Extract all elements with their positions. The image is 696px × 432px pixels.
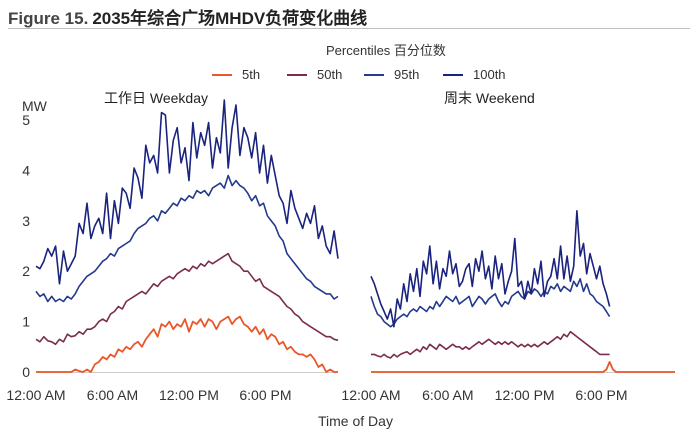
legend-label-p5: 5th: [242, 67, 260, 82]
x-tick-label: 6:00 AM: [422, 387, 473, 403]
legend: 5th 50th 95th 100th: [212, 67, 506, 82]
x-tick-label: 12:00 AM: [6, 387, 65, 403]
y-axis: 0 1 2 3 4 5: [22, 112, 30, 380]
x-tick-label: 12:00 AM: [341, 387, 400, 403]
y-tick-label: 0: [22, 364, 30, 380]
panel-weekend: 12:00 AM 6:00 AM 12:00 PM 6:00 PM: [341, 210, 675, 403]
title-divider: [8, 28, 690, 29]
y-tick-label: 4: [22, 162, 30, 178]
y-tick-label: 1: [22, 314, 30, 330]
series-line-p50-weekday: [35, 252, 339, 346]
series-line-p50-weekend: [371, 330, 610, 359]
y-tick-label: 2: [22, 263, 30, 279]
series-line-p5-weekend: [371, 360, 675, 373]
x-tick-label: 6:00 PM: [239, 387, 291, 403]
legend-label-p100: 100th: [473, 67, 506, 82]
x-axis-title: Time of Day: [318, 413, 393, 429]
x-tick-label: 12:00 PM: [159, 387, 219, 403]
figure-label: Figure 15.: [8, 9, 89, 28]
x-tick-label: 12:00 PM: [495, 387, 555, 403]
y-tick-label: 5: [22, 112, 30, 128]
panel-title-weekday: 工作日 Weekday: [104, 90, 208, 106]
x-tick-label: 6:00 AM: [87, 387, 138, 403]
y-axis-unit: MW: [22, 98, 48, 114]
legend-title: Percentiles 百分位数: [326, 43, 446, 58]
figure-title: Figure 15. 2035年综合广场MHDV负荷变化曲线: [8, 4, 367, 29]
series-line-p95-weekday: [35, 174, 339, 303]
legend-label-p50: 50th: [317, 67, 342, 82]
series-line-p5-weekday: [36, 315, 338, 373]
panel-title-weekend: 周末 Weekend: [444, 90, 535, 106]
figure-title-text: 2035年综合广场MHDV负荷变化曲线: [92, 9, 368, 28]
x-tick-label: 6:00 PM: [575, 387, 627, 403]
legend-label-p95: 95th: [394, 67, 419, 82]
series-line-p100-weekend: [370, 210, 611, 328]
y-tick-label: 3: [22, 213, 30, 229]
series-line-p95-weekend: [370, 277, 611, 328]
panel-weekday: 12:00 AM 6:00 AM 12:00 PM 6:00 PM: [6, 99, 339, 403]
series-line-p100-weekday: [35, 99, 339, 285]
